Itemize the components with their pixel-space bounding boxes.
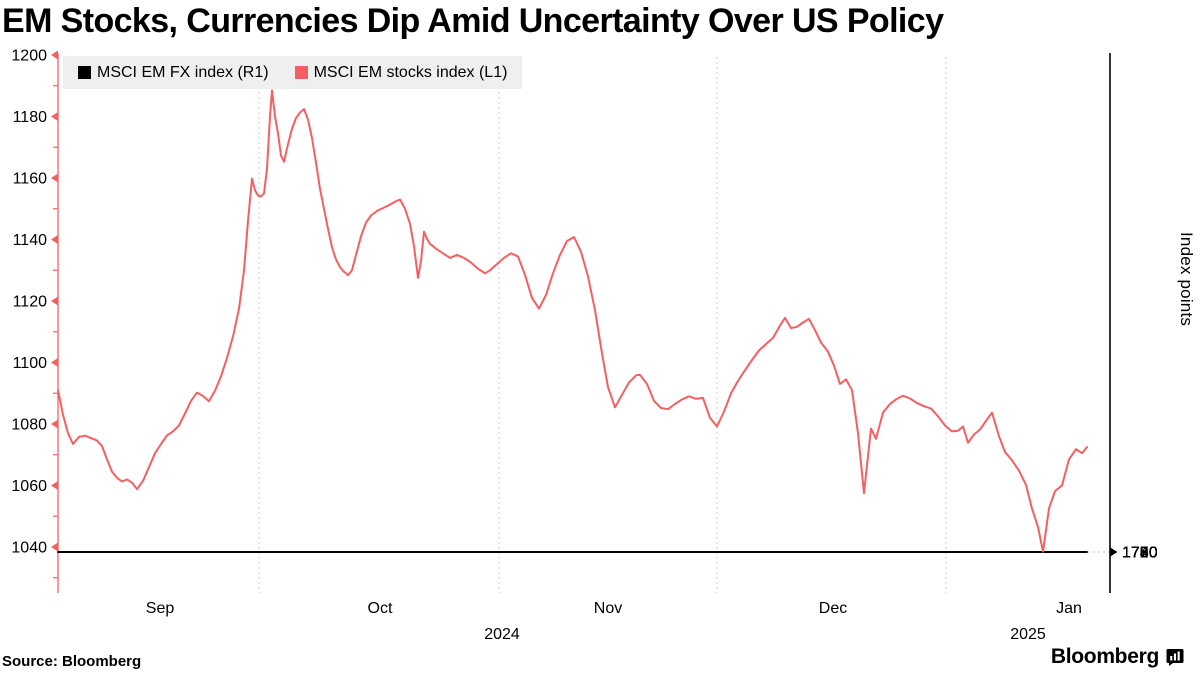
legend: MSCI EM FX index (R1) MSCI EM stocks ind… xyxy=(63,56,523,89)
right-axis-tick-label: 1730 xyxy=(1122,545,1158,562)
left-axis-tick-label: 1060 xyxy=(11,478,47,495)
left-tick-arrow xyxy=(51,358,58,367)
legend-label: MSCI EM stocks index (L1) xyxy=(313,63,508,81)
left-tick-arrow xyxy=(51,50,58,60)
left-axis-tick-label: 1180 xyxy=(13,109,48,126)
year-label: 2024 xyxy=(484,626,520,643)
legend-swatch-black xyxy=(78,66,91,79)
left-tick-arrow xyxy=(51,173,58,183)
left-tick-arrow xyxy=(51,296,58,306)
left-axis-tick-label: 1080 xyxy=(11,417,47,434)
left-axis-tick-label: 1100 xyxy=(13,355,48,372)
left-tick-arrow xyxy=(51,481,58,490)
left-tick-arrow xyxy=(51,419,58,429)
source-note: Source: Bloomberg xyxy=(2,653,142,670)
right-axis-tick-label: 1740 xyxy=(1122,545,1158,562)
month-label: Dec xyxy=(819,600,847,617)
legend-label: MSCI EM FX index (R1) xyxy=(97,63,269,81)
legend-swatch-red xyxy=(294,66,308,79)
series-line-em-stocks xyxy=(57,89,1088,553)
left-tick-arrow xyxy=(51,235,58,244)
left-axis-tick-label: 1120 xyxy=(13,294,48,311)
left-tick-arrow xyxy=(51,542,58,552)
right-axis-tick-label: 1750 xyxy=(1122,545,1158,562)
right-axis-tick-label: 1790 xyxy=(1122,545,1158,562)
month-label: Jan xyxy=(1056,600,1082,617)
right-axis-tick-label: 1760 xyxy=(1122,545,1158,562)
chart-title: EM Stocks, Currencies Dip Amid Uncertain… xyxy=(2,2,944,40)
left-axis-tick-label: 1200 xyxy=(11,48,47,65)
right-axis-tick-label: 1720 xyxy=(1122,545,1158,562)
bloomberg-logo: Bloomberg xyxy=(1051,645,1184,669)
left-axis-tick-label: 1160 xyxy=(13,171,48,188)
bloomberg-logo-text: Bloomberg xyxy=(1050,645,1159,668)
bloomberg-bug-icon xyxy=(1166,649,1184,666)
left-axis-tick-label: 1140 xyxy=(13,232,48,249)
right-axis-tick-label: 1780 xyxy=(1122,545,1158,562)
month-label: Oct xyxy=(368,600,393,617)
right-axis-tick-label: 1770 xyxy=(1122,545,1158,562)
right-axis-title: Index points xyxy=(1177,232,1196,327)
legend-item-em-fx: MSCI EM FX index (R1) xyxy=(78,64,269,82)
left-axis-tick-label: 1040 xyxy=(11,540,47,557)
legend-item-em-stocks: MSCI EM stocks index (L1) xyxy=(294,63,508,82)
left-tick-arrow xyxy=(51,112,58,121)
month-label: Sep xyxy=(146,600,175,617)
year-label: 2025 xyxy=(1010,626,1046,643)
month-label: Nov xyxy=(594,600,622,617)
